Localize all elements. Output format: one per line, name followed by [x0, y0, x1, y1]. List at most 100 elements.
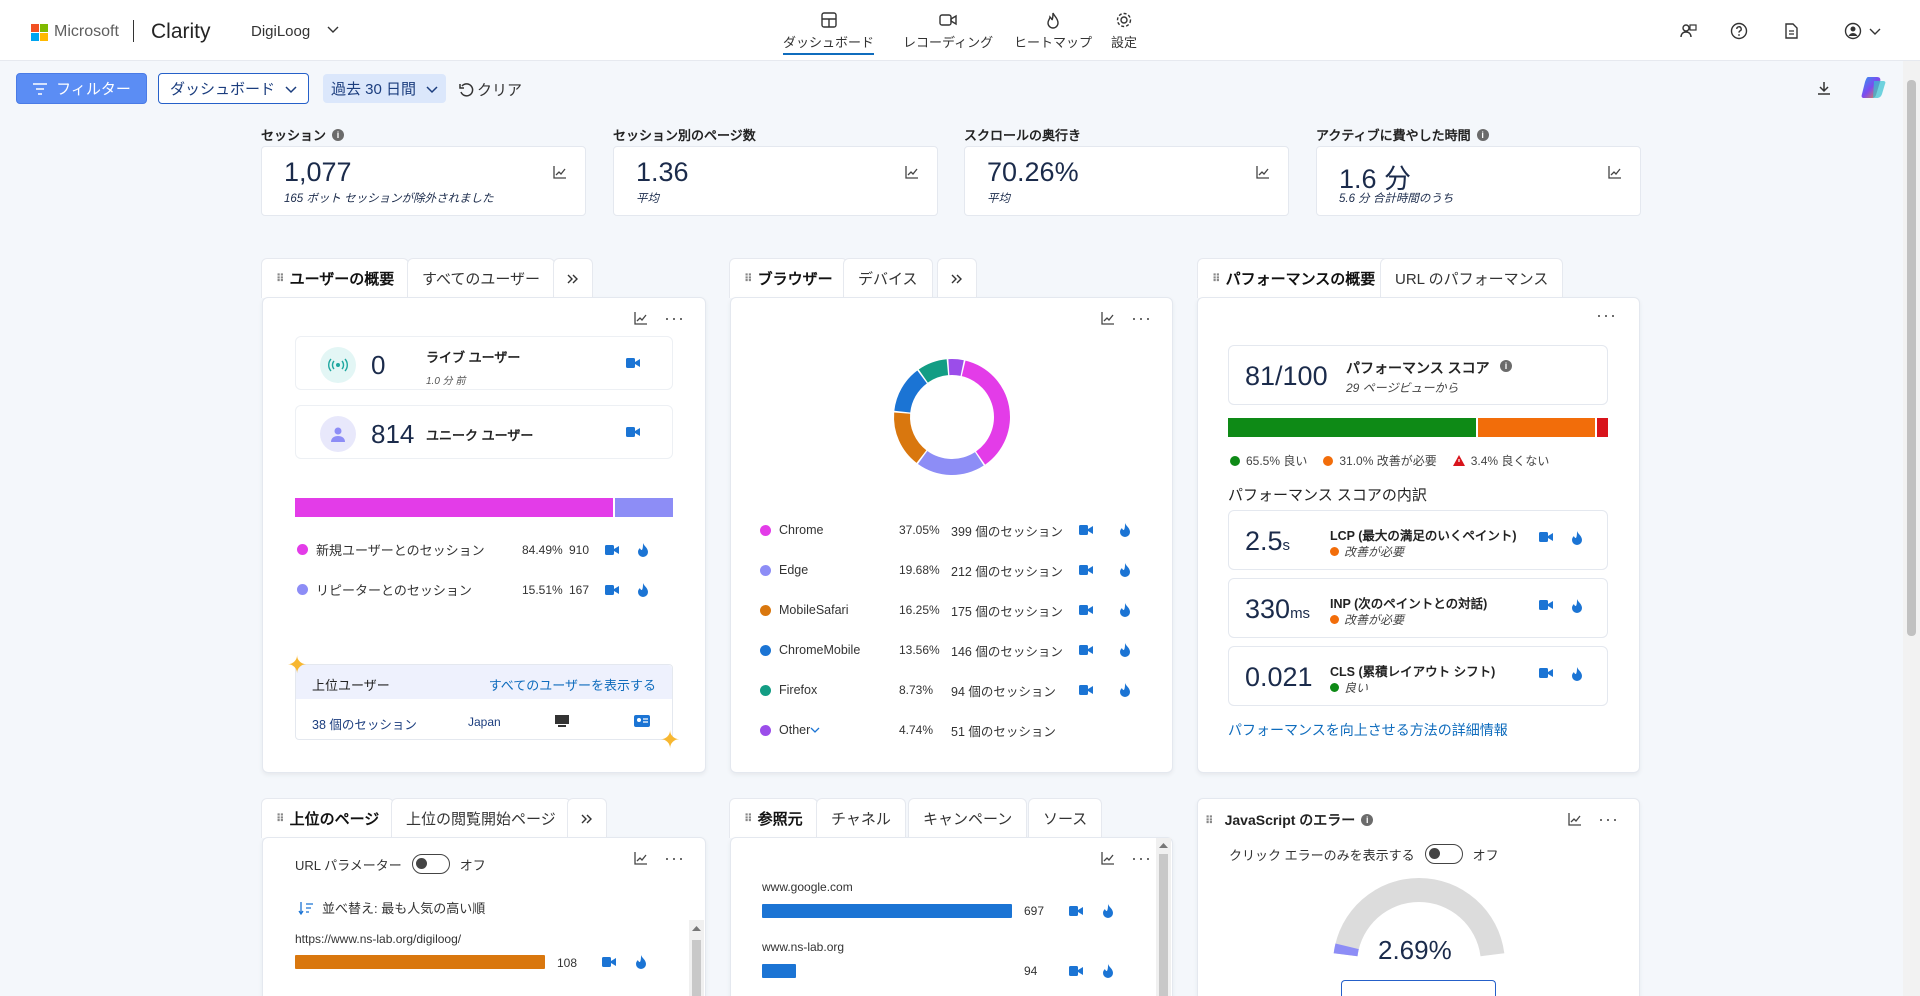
tab-more[interactable]	[553, 258, 593, 298]
scrollbar-thumb[interactable]	[1159, 854, 1168, 996]
recording-icon[interactable]	[1079, 565, 1119, 575]
trend-chart-icon[interactable]	[1608, 165, 1622, 179]
filter-button[interactable]: フィルター	[16, 73, 147, 104]
referrer-name[interactable]: www.google.com	[762, 880, 853, 894]
heatmap-icon[interactable]	[635, 955, 647, 969]
trend-chart-icon[interactable]	[1101, 851, 1115, 865]
recording-icon[interactable]	[1069, 906, 1083, 916]
top-user-sessions[interactable]: 38 個のセッション	[312, 718, 417, 732]
heatmap-icon[interactable]	[1571, 531, 1583, 545]
heatmap-icon[interactable]	[1119, 563, 1131, 577]
heatmap-icon[interactable]	[1119, 643, 1131, 657]
tab-all-users[interactable]: すべてのユーザー	[407, 258, 556, 298]
recording-icon[interactable]	[605, 544, 637, 555]
clear-button[interactable]: クリア	[458, 79, 522, 100]
scroll-up-arrow-icon[interactable]	[1159, 842, 1168, 848]
account-menu[interactable]	[1844, 22, 1882, 40]
page-scrollbar-thumb[interactable]	[1907, 80, 1916, 636]
chevron-down-icon[interactable]	[809, 726, 899, 734]
info-icon[interactable]: i	[1476, 128, 1489, 141]
more-options-icon[interactable]: ···	[664, 308, 685, 328]
page-url[interactable]: https://www.ns-lab.org/digiloog/	[295, 932, 462, 946]
referrer-bar[interactable]	[762, 964, 796, 978]
scrollbar-thumb[interactable]	[692, 940, 701, 996]
share-users-icon[interactable]	[1679, 22, 1697, 40]
recording-icon[interactable]	[1079, 685, 1119, 695]
tab-browsers[interactable]: ⠿ ブラウザー	[729, 258, 848, 298]
recording-icon[interactable]	[1069, 966, 1083, 976]
js-recordings-button[interactable]	[1341, 980, 1496, 996]
donut-slice-firefox[interactable]	[918, 359, 949, 383]
chevron-down-icon[interactable]	[326, 22, 340, 36]
heatmap-icon[interactable]	[1571, 667, 1583, 681]
tab-more[interactable]	[567, 798, 607, 838]
performance-learn-more-link[interactable]: パフォーマンスを向上させる方法の詳細情報	[1228, 722, 1508, 738]
tab-top-pages[interactable]: ⠿ 上位のページ	[261, 798, 395, 838]
nav-tab-dashboard[interactable]: ダッシュボード	[783, 11, 875, 55]
recording-icon[interactable]	[1079, 645, 1119, 655]
help-icon[interactable]	[1730, 22, 1748, 40]
drag-handle-icon[interactable]: ⠿	[276, 273, 285, 285]
donut-slice-chrome[interactable]	[961, 360, 1010, 465]
url-parameter-toggle[interactable]	[411, 854, 450, 874]
tab-user-overview[interactable]: ⠿ ユーザーの概要	[261, 258, 410, 298]
referrer-name[interactable]: www.ns-lab.org	[762, 940, 845, 954]
nav-tab-heatmaps[interactable]: ヒートマップ	[1014, 11, 1092, 51]
trend-chart-icon[interactable]	[553, 165, 567, 179]
tab-url-performance[interactable]: URL のパフォーマンス	[1380, 258, 1564, 298]
project-name[interactable]: DigiLoog	[251, 23, 311, 40]
drag-handle-icon[interactable]: ⠿	[744, 813, 753, 825]
new-users-bar[interactable]	[295, 498, 613, 517]
recording-icon[interactable]	[1539, 668, 1553, 678]
tab-campaigns[interactable]: キャンペーン	[908, 798, 1028, 838]
tab-channels[interactable]: チャネル	[816, 798, 906, 838]
trend-chart-icon[interactable]	[1256, 165, 1270, 179]
trend-chart-icon[interactable]	[634, 851, 648, 865]
trend-chart-icon[interactable]	[634, 311, 648, 325]
recording-icon[interactable]	[1079, 525, 1119, 535]
copilot-icon[interactable]	[1860, 73, 1888, 101]
more-options-icon[interactable]: ···	[1131, 848, 1152, 868]
info-icon[interactable]: i	[332, 128, 345, 141]
recording-icon[interactable]	[626, 427, 640, 437]
more-options-icon[interactable]: ···	[1596, 305, 1617, 325]
returning-users-bar[interactable]	[614, 498, 673, 517]
date-range-button[interactable]: 過去 30 日間	[323, 74, 446, 103]
heatmap-icon[interactable]	[1119, 523, 1131, 537]
recording-icon[interactable]	[1079, 605, 1119, 615]
pages-scrollbar[interactable]	[689, 920, 704, 996]
info-icon[interactable]: i	[1500, 360, 1512, 372]
more-options-icon[interactable]: ···	[664, 848, 685, 868]
download-icon[interactable]	[1816, 80, 1832, 96]
donut-slice-other[interactable]	[948, 359, 964, 376]
perf-poor-bar[interactable]	[1596, 418, 1608, 437]
more-options-icon[interactable]: ···	[1131, 308, 1152, 328]
more-options-icon[interactable]: ···	[1598, 809, 1619, 829]
drag-handle-icon[interactable]: ⠿	[276, 813, 285, 825]
heatmap-icon[interactable]	[637, 582, 649, 597]
referrer-bar[interactable]	[762, 904, 1012, 918]
trend-chart-icon[interactable]	[1101, 311, 1115, 325]
scroll-up-arrow-icon[interactable]	[692, 925, 701, 931]
perf-improve-bar[interactable]	[1477, 418, 1595, 437]
heatmap-icon[interactable]	[1102, 964, 1114, 978]
tab-performance-overview[interactable]: ⠿ パフォーマンスの概要	[1197, 258, 1391, 298]
heatmap-icon[interactable]	[1102, 904, 1114, 918]
recording-icon[interactable]	[626, 358, 640, 368]
product-name[interactable]: Clarity	[151, 20, 211, 43]
page-bar[interactable]	[295, 955, 545, 969]
donut-slice-edge[interactable]	[917, 450, 984, 475]
heatmap-icon[interactable]	[1119, 683, 1131, 697]
nav-tab-settings[interactable]: 設定	[1111, 11, 1137, 51]
perf-good-bar[interactable]	[1228, 418, 1476, 437]
heatmap-icon[interactable]	[637, 542, 649, 557]
tab-referrers[interactable]: ⠿ 参照元	[729, 798, 818, 838]
referrers-scrollbar[interactable]	[1156, 838, 1171, 996]
tab-entry-pages[interactable]: 上位の閲覧開始ページ	[391, 798, 571, 838]
recording-icon[interactable]	[605, 584, 637, 595]
drag-handle-icon[interactable]: ⠿	[1212, 273, 1221, 285]
dashboard-select-button[interactable]: ダッシュボード	[158, 73, 309, 104]
recording-icon[interactable]	[1539, 600, 1553, 610]
drag-handle-icon[interactable]: ⠿	[744, 273, 753, 285]
donut-slice-chromemobile[interactable]	[894, 370, 927, 413]
